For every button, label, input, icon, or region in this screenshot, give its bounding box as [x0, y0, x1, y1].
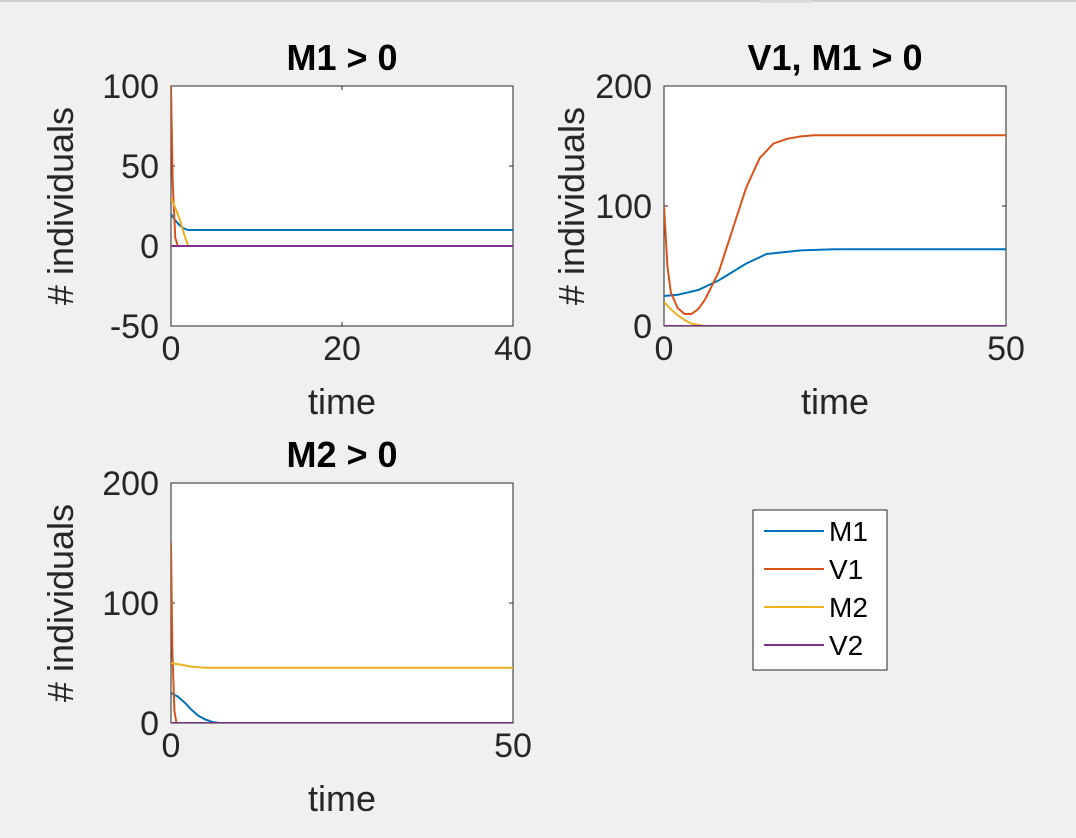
y-tick-label: 200	[102, 465, 159, 503]
subplot-title: M2 > 0	[286, 434, 397, 475]
subplot-title: V1, M1 > 0	[747, 37, 922, 78]
series-line-v1	[664, 134, 1006, 315]
y-tick-label: -50	[110, 308, 159, 346]
series-line-v1	[171, 542, 513, 723]
y-axis-label: # individuals	[40, 107, 81, 305]
legend-label-v1: V1	[829, 554, 863, 585]
subplot-2: 0 50 0 100 200 V1, M1 > 0 time # individuals	[551, 37, 1025, 422]
legend-box	[752, 509, 888, 671]
series-line-m2	[171, 662, 513, 669]
x-tick-label: 0	[162, 330, 181, 368]
x-axis-label: time	[801, 381, 869, 422]
legend-label-m1: M1	[829, 516, 868, 547]
y-tick-label: 50	[121, 148, 159, 186]
y-axis-label: # individuals	[40, 504, 81, 702]
window-top-border	[0, 0, 1076, 2]
y-tick-label: 0	[140, 228, 159, 266]
subplot-title: M1 > 0	[286, 37, 397, 78]
x-axis-label: time	[308, 381, 376, 422]
x-tick-label: 40	[494, 330, 532, 368]
y-tick-label: 100	[102, 68, 159, 106]
y-tick-label: 0	[633, 308, 652, 346]
x-tick-label: 50	[494, 727, 532, 765]
subplot-3: 0 50 0 100 200 M2 > 0 time # individuals	[40, 434, 532, 819]
legend-label-v2: V2	[829, 630, 863, 661]
x-tick-label: 0	[162, 727, 181, 765]
x-tick-label: 20	[323, 330, 361, 368]
y-tick-label: 100	[595, 188, 652, 226]
series-line-m2	[664, 301, 1006, 326]
plot-area	[663, 85, 1007, 327]
series-line-m1	[664, 248, 1006, 297]
window-tab-stub	[760, 0, 812, 3]
x-tick-label: 0	[655, 330, 674, 368]
x-tick-label: 50	[987, 330, 1025, 368]
y-axis-label: # individuals	[551, 107, 592, 305]
legend: M1 V1 M2 V2	[752, 509, 888, 671]
plot-area	[170, 482, 514, 724]
plot-area	[170, 85, 514, 327]
series-line-m1	[171, 692, 513, 723]
legend-label-m2: M2	[829, 592, 868, 623]
y-tick-label: 100	[102, 585, 159, 623]
x-axis-label: time	[308, 778, 376, 819]
y-tick-label: 200	[595, 68, 652, 106]
y-tick-label: 0	[140, 705, 159, 743]
